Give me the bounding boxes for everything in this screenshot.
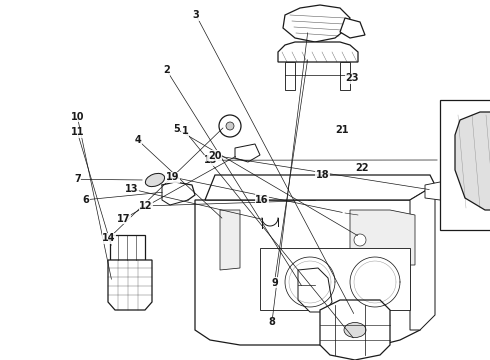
Text: 9: 9 bbox=[271, 278, 278, 288]
Text: 11: 11 bbox=[71, 127, 84, 138]
Text: 21: 21 bbox=[335, 125, 349, 135]
Text: 2: 2 bbox=[163, 65, 170, 75]
Text: 16: 16 bbox=[255, 195, 269, 205]
Text: 1: 1 bbox=[182, 126, 189, 136]
Text: 10: 10 bbox=[71, 112, 84, 122]
Text: 17: 17 bbox=[117, 214, 130, 224]
Text: 7: 7 bbox=[74, 174, 81, 184]
Text: 8: 8 bbox=[269, 317, 275, 327]
Text: 14: 14 bbox=[102, 233, 116, 243]
Text: 13: 13 bbox=[124, 184, 138, 194]
Polygon shape bbox=[295, 195, 315, 208]
Polygon shape bbox=[283, 5, 350, 42]
Polygon shape bbox=[425, 182, 448, 200]
Polygon shape bbox=[108, 260, 152, 310]
Bar bbox=[440, 100, 490, 230]
Text: 22: 22 bbox=[355, 163, 368, 174]
Polygon shape bbox=[260, 248, 410, 310]
Text: 19: 19 bbox=[166, 172, 179, 182]
Text: 20: 20 bbox=[208, 150, 221, 161]
Polygon shape bbox=[235, 144, 260, 162]
Polygon shape bbox=[205, 175, 435, 200]
Text: 18: 18 bbox=[316, 170, 329, 180]
Polygon shape bbox=[320, 300, 390, 360]
Text: 6: 6 bbox=[82, 195, 89, 205]
Text: 15: 15 bbox=[204, 155, 218, 165]
Ellipse shape bbox=[344, 323, 366, 338]
Polygon shape bbox=[455, 112, 490, 210]
Polygon shape bbox=[410, 185, 435, 330]
Polygon shape bbox=[195, 200, 420, 345]
Text: 23: 23 bbox=[345, 73, 359, 84]
Polygon shape bbox=[338, 207, 358, 222]
Polygon shape bbox=[340, 62, 350, 90]
Polygon shape bbox=[278, 42, 358, 62]
Ellipse shape bbox=[146, 174, 165, 186]
Polygon shape bbox=[298, 268, 332, 312]
Polygon shape bbox=[220, 210, 240, 270]
Polygon shape bbox=[110, 235, 145, 260]
Text: 5: 5 bbox=[173, 124, 180, 134]
Polygon shape bbox=[285, 62, 295, 90]
Circle shape bbox=[354, 234, 366, 246]
Circle shape bbox=[219, 115, 241, 137]
Text: 4: 4 bbox=[135, 135, 142, 145]
Polygon shape bbox=[350, 210, 415, 265]
Text: 3: 3 bbox=[193, 10, 199, 20]
Text: 12: 12 bbox=[139, 201, 153, 211]
Circle shape bbox=[226, 122, 234, 130]
Polygon shape bbox=[340, 18, 365, 38]
